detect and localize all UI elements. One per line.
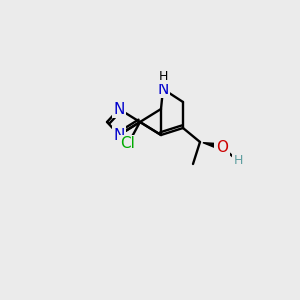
- Text: N: N: [157, 82, 169, 97]
- Text: O: O: [216, 140, 228, 154]
- Text: Cl: Cl: [121, 136, 135, 152]
- Text: H: H: [158, 70, 168, 83]
- Text: H: H: [233, 154, 243, 167]
- Polygon shape: [203, 143, 223, 150]
- Text: N: N: [113, 128, 125, 142]
- Text: N: N: [113, 101, 125, 116]
